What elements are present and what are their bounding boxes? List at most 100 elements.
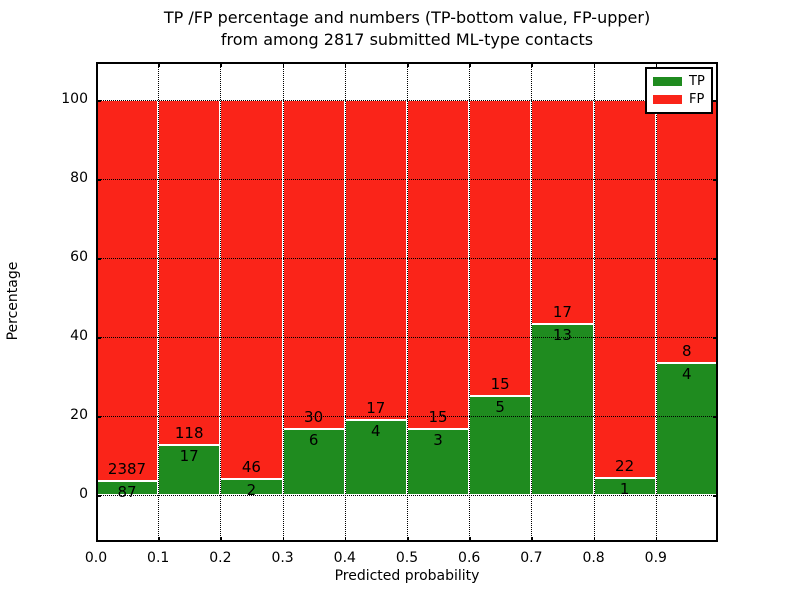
fp-bar-segment bbox=[531, 100, 594, 324]
x-tick-mark-top bbox=[158, 62, 160, 67]
legend-entry-fp: FP bbox=[653, 93, 705, 106]
x-tick-mark-top bbox=[407, 62, 409, 67]
y-axis-title: Percentage bbox=[5, 261, 21, 341]
y-tick-mark bbox=[96, 258, 101, 260]
x-tick-label: 0.6 bbox=[458, 550, 481, 566]
tp-count-label: 2 bbox=[246, 480, 257, 499]
y-tick-mark-right bbox=[713, 258, 718, 260]
plot-area: TP FP 2387 87 118 17 46 2 30 6 17 4 15 3 15 5 17 13 22 1 8… bbox=[96, 62, 718, 542]
vertical-gridline bbox=[593, 62, 595, 542]
vertical-gridline bbox=[282, 62, 284, 542]
x-tick-mark bbox=[344, 537, 347, 542]
fp-count-label: 15 bbox=[428, 408, 448, 427]
fp-count-label: 17 bbox=[366, 398, 386, 417]
x-tick-mark bbox=[282, 537, 285, 542]
x-tick-mark-top bbox=[220, 62, 222, 67]
chart-title: TP /FP percentage and numbers (TP-bottom… bbox=[96, 7, 718, 51]
y-tick-mark-right bbox=[713, 100, 718, 102]
y-tick-mark-right bbox=[713, 337, 718, 339]
fp-count-label: 2387 bbox=[107, 460, 147, 479]
x-axis-title: Predicted probability bbox=[334, 568, 480, 584]
x-tick-mark-top bbox=[469, 62, 471, 67]
tp-count-label: 5 bbox=[495, 398, 505, 417]
fp-bar-segment bbox=[158, 100, 221, 446]
legend: TP FP bbox=[645, 67, 713, 114]
vertical-gridline bbox=[531, 62, 533, 542]
y-tick-mark bbox=[96, 179, 101, 181]
fp-count-label: 46 bbox=[241, 457, 261, 476]
fp-bar-segment bbox=[407, 100, 470, 430]
x-tick-label: 0.9 bbox=[644, 550, 667, 566]
horizontal-gridline bbox=[96, 337, 718, 338]
vertical-gridline bbox=[407, 62, 408, 542]
vertical-gridline bbox=[469, 62, 471, 542]
tp-count-label: 87 bbox=[117, 483, 137, 502]
tp-bar-segment bbox=[531, 323, 594, 495]
fp-bar-segment bbox=[344, 100, 407, 420]
x-tick-mark bbox=[96, 537, 98, 542]
x-tick-label: 0.5 bbox=[395, 550, 419, 566]
tp-bar-segment bbox=[282, 429, 345, 495]
y-tick-label: 60 bbox=[70, 249, 88, 265]
x-tick-label: 0.1 bbox=[147, 550, 170, 566]
fp-count-label: 8 bbox=[682, 342, 692, 361]
tp-legend-label: TP bbox=[689, 74, 705, 89]
tp-bar-segment bbox=[655, 363, 718, 495]
x-tick-label: 0.4 bbox=[333, 550, 356, 566]
vertical-gridline bbox=[158, 62, 160, 542]
tp-count-label: 4 bbox=[371, 421, 381, 440]
fp-count-label: 30 bbox=[304, 408, 324, 427]
tp-legend-swatch bbox=[653, 77, 682, 86]
x-tick-mark bbox=[655, 537, 658, 542]
x-tick-label: 0.8 bbox=[582, 550, 605, 566]
y-tick-mark bbox=[96, 416, 101, 418]
tp-count-label: 3 bbox=[433, 431, 443, 450]
horizontal-gridline bbox=[96, 258, 718, 259]
x-tick-mark-top bbox=[655, 62, 658, 67]
y-tick-mark-right bbox=[713, 416, 718, 418]
x-tick-label: 0.7 bbox=[520, 550, 543, 566]
fp-count-label: 15 bbox=[490, 375, 510, 394]
tp-count-label: 13 bbox=[552, 325, 572, 344]
fp-bar-segment bbox=[220, 100, 283, 479]
tp-count-label: 17 bbox=[179, 447, 199, 466]
legend-entry-tp: TP bbox=[653, 75, 705, 88]
y-tick-label: 40 bbox=[70, 328, 88, 344]
chart-title-line2: from among 2817 submitted ML-type contac… bbox=[220, 30, 594, 49]
fp-count-label: 17 bbox=[552, 302, 572, 321]
horizontal-gridline bbox=[96, 495, 718, 496]
tp-count-label: 4 bbox=[682, 365, 692, 384]
y-tick-label: 100 bbox=[61, 91, 88, 107]
x-tick-mark-top bbox=[593, 62, 596, 67]
chart-title-line1: TP /FP percentage and numbers (TP-bottom… bbox=[163, 8, 651, 27]
vertical-gridline bbox=[655, 62, 657, 542]
x-tick-mark bbox=[158, 537, 160, 542]
fp-bar-segment bbox=[655, 100, 718, 364]
fp-bar-segment bbox=[469, 100, 532, 397]
x-tick-label: 0.3 bbox=[271, 550, 294, 566]
y-tick-mark bbox=[96, 337, 101, 339]
fp-legend-label: FP bbox=[689, 92, 705, 107]
horizontal-gridline bbox=[96, 416, 718, 417]
y-tick-label: 0 bbox=[79, 486, 88, 502]
x-tick-mark bbox=[531, 537, 533, 542]
horizontal-gridline bbox=[96, 179, 718, 180]
x-tick-label: 0.0 bbox=[84, 550, 108, 566]
fp-bar-segment bbox=[593, 100, 656, 478]
fp-count-label: 22 bbox=[615, 456, 635, 475]
y-tick-label: 80 bbox=[70, 170, 88, 186]
y-tick-mark bbox=[96, 100, 101, 102]
x-tick-mark bbox=[407, 537, 409, 542]
tp-count-label: 6 bbox=[308, 431, 319, 450]
fp-count-label: 118 bbox=[174, 424, 204, 443]
x-tick-mark bbox=[220, 537, 222, 542]
x-tick-label: 0.2 bbox=[209, 550, 232, 566]
horizontal-gridline bbox=[96, 100, 718, 101]
fp-bar-segment bbox=[96, 100, 159, 482]
y-tick-label: 20 bbox=[70, 407, 88, 423]
x-tick-mark-top bbox=[96, 62, 98, 67]
tp-bar-segment bbox=[158, 445, 221, 495]
x-tick-mark-top bbox=[344, 62, 347, 67]
y-tick-mark bbox=[96, 495, 101, 497]
